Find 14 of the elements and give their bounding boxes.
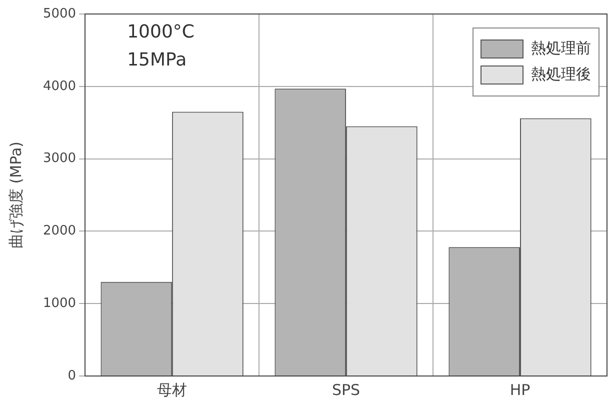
- legend-label: 熱処理前: [531, 38, 591, 57]
- y-tick-label: 1000: [42, 296, 76, 311]
- x-tick-label: 母材: [157, 380, 188, 399]
- y-tick-label: 4000: [42, 78, 76, 94]
- y-tick-label: 5000: [42, 6, 76, 22]
- y-tick-label: 0: [68, 368, 76, 384]
- x-tick-label: HP: [510, 380, 530, 399]
- annotation: 1000°C: [127, 22, 194, 43]
- y-tick-label: 3000: [42, 151, 76, 166]
- y-axis-title: 曲げ強度 (MPa): [6, 142, 25, 248]
- x-tick-label: SPS: [332, 380, 360, 399]
- legend-label: 熱処理後: [531, 64, 591, 83]
- annotation: 15MPa: [127, 50, 187, 71]
- y-tick-label: 2000: [42, 224, 76, 239]
